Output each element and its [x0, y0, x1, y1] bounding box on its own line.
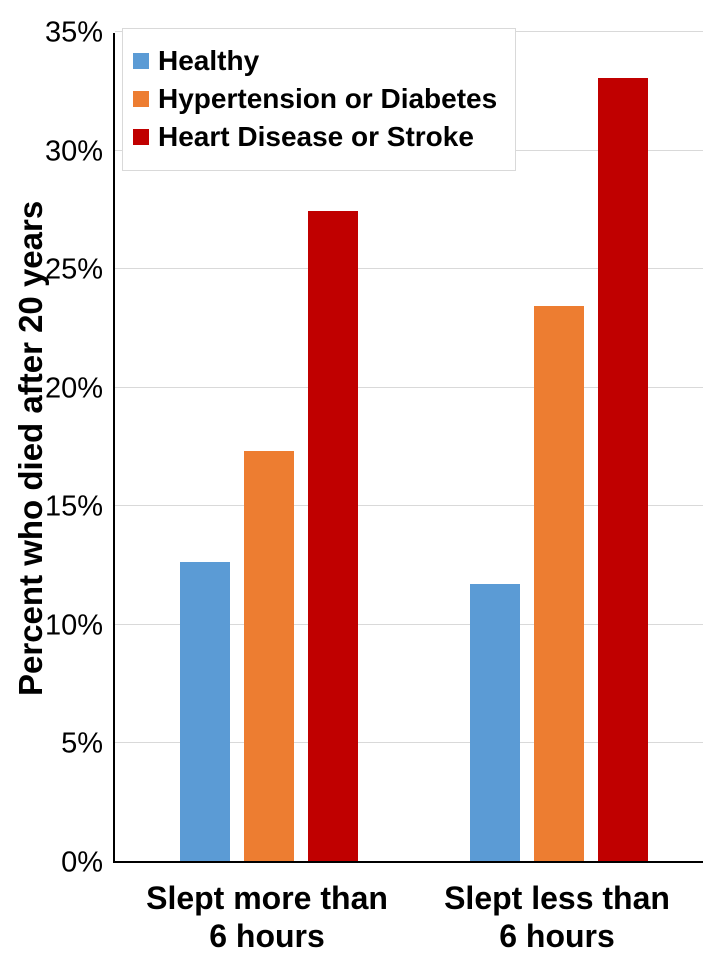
gridline-15 — [115, 505, 703, 507]
y-tick-label-25: 25% — [44, 253, 103, 286]
category-label-1: Slept more than 6 hours — [97, 880, 437, 956]
bar-healthy-group2 — [470, 583, 520, 861]
plot-area — [113, 31, 703, 863]
bar-hypertension-or-diabetes-group2 — [534, 306, 584, 861]
legend-label: Healthy — [158, 45, 260, 76]
legend-item-hypertension-or-diabetes: Hypertension or Diabetes — [133, 83, 497, 115]
y-tick-label-30: 30% — [44, 135, 103, 168]
category-label-line: Slept more than — [146, 880, 388, 916]
category-label-line: 6 hours — [209, 917, 325, 954]
y-tick-label-10: 10% — [44, 609, 103, 642]
legend-swatch-icon — [133, 91, 149, 108]
y-tick-label-5: 5% — [61, 727, 103, 760]
y-tick-label-15: 15% — [44, 490, 103, 523]
legend-swatch-icon — [133, 53, 149, 70]
gridline-5 — [115, 742, 703, 744]
legend-label: Hypertension or Diabetes — [158, 83, 498, 115]
y-tick-label-35: 35% — [44, 16, 103, 49]
gridline-10 — [115, 623, 703, 625]
legend-item-heart-disease-or-stroke: Heart Disease or Stroke — [133, 121, 497, 153]
y-tick-label-20: 20% — [44, 372, 103, 405]
legend-label: Heart Disease or Stroke — [158, 121, 474, 153]
bar-hypertension-or-diabetes-group1 — [244, 450, 294, 861]
bar-healthy-group1 — [180, 562, 230, 861]
bar-heart-disease-or-stroke-group1 — [308, 211, 358, 861]
legend-item-healthy: Healthy — [133, 45, 497, 77]
category-label-2: Slept less than 6 hours — [387, 880, 720, 956]
legend-swatch-icon — [133, 129, 149, 146]
category-label-line: Slept less than — [444, 880, 670, 916]
gridline-20 — [115, 386, 703, 388]
y-tick-label-0: 0% — [61, 846, 103, 879]
gridline-25 — [115, 268, 703, 270]
category-label-line: 6 hours — [499, 917, 615, 954]
legend: Healthy Hypertension or Diabetes Heart Dis… — [122, 28, 517, 171]
bar-heart-disease-or-stroke-group2 — [598, 78, 648, 861]
